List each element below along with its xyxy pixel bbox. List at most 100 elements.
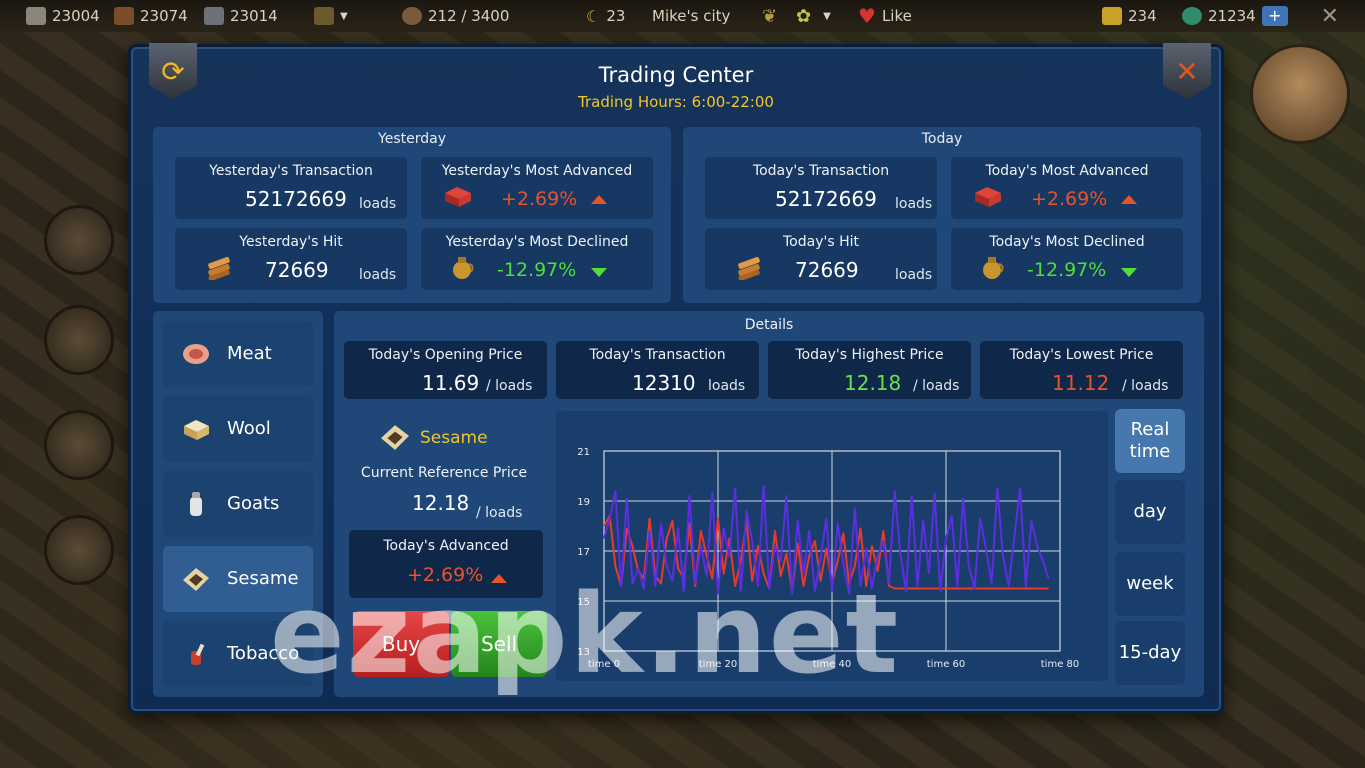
moon-icon: ☾ bbox=[586, 6, 601, 26]
like-button[interactable]: ♥ Like bbox=[858, 0, 912, 32]
player-avatar[interactable] bbox=[1250, 44, 1350, 144]
lowest-price-card: Today's Lowest Price 11.12 / loads bbox=[980, 341, 1183, 399]
today-declined-card: Today's Most Declined -12.97% bbox=[951, 228, 1183, 290]
sesame-icon bbox=[183, 568, 209, 591]
today-transaction-unit: loads bbox=[895, 196, 933, 212]
gold-icon bbox=[1102, 7, 1122, 25]
yesterday-transaction-value: 52172669 bbox=[245, 187, 347, 211]
reference-price-unit: / loads bbox=[476, 505, 523, 521]
topbar-close-icon[interactable]: ✕ bbox=[1320, 4, 1339, 29]
highest-price-card: Today's Highest Price 12.18 / loads bbox=[768, 341, 971, 399]
buy-button[interactable]: Buy bbox=[353, 611, 449, 677]
like-label: Like bbox=[881, 7, 912, 25]
wheat-icon: ❦ bbox=[762, 5, 778, 27]
details-label: Details bbox=[744, 317, 794, 333]
range-week-button[interactable]: week bbox=[1115, 552, 1185, 616]
yesterday-advanced-label: Yesterday's Most Advanced bbox=[441, 163, 633, 179]
y-tick-label: 21 bbox=[577, 447, 590, 458]
today-advanced-pct: +2.69% bbox=[1031, 188, 1108, 210]
range-day-button[interactable]: day bbox=[1115, 480, 1185, 544]
iron-value: 23014 bbox=[230, 7, 278, 25]
yesterday-advanced-pct: +2.69% bbox=[501, 188, 578, 210]
today-advanced-pct: +2.69% bbox=[407, 564, 484, 586]
lowest-price-value: 11.12 bbox=[1052, 371, 1110, 395]
trading-center-panel: ⟳ ✕ Trading Center Trading Hours: 6:00-2… bbox=[128, 43, 1224, 714]
lowest-price-unit: / loads bbox=[1122, 378, 1169, 394]
sell-button[interactable]: Sell bbox=[451, 611, 547, 677]
city-name[interactable]: Mike's city bbox=[652, 0, 730, 32]
chevron-down-icon: ▼ bbox=[823, 10, 831, 22]
city-name-label: Mike's city bbox=[652, 7, 731, 25]
refresh-button[interactable]: ⟳ bbox=[149, 43, 197, 99]
today-advanced-card: Today's Most Advanced +2.69% bbox=[951, 157, 1183, 219]
yesterday-transaction-card: Yesterday's Transaction 52172669 loads bbox=[175, 157, 407, 219]
heart-icon: ♥ bbox=[858, 4, 876, 28]
today-hit-unit: loads bbox=[895, 267, 933, 283]
y-tick-label: 13 bbox=[577, 647, 590, 658]
commodity-tobacco[interactable]: Tobacco bbox=[163, 621, 313, 687]
arrow-up-icon bbox=[491, 574, 507, 583]
goats-icon bbox=[190, 492, 202, 516]
highest-price-unit: / loads bbox=[913, 378, 960, 394]
wood-value: 23074 bbox=[140, 7, 188, 25]
population-value: 212 / 3400 bbox=[428, 7, 510, 25]
yesterday-hit-label: Yesterday's Hit bbox=[239, 234, 343, 250]
potion-icon[interactable] bbox=[44, 305, 114, 375]
sesame-icon bbox=[381, 425, 409, 450]
wood-planks-icon bbox=[738, 256, 760, 280]
x-tick-label: time 40 bbox=[813, 659, 852, 670]
jade-value: 21234 bbox=[1208, 7, 1256, 25]
x-tick-label: time 0 bbox=[588, 659, 620, 670]
flower-icon: ✿ bbox=[796, 5, 812, 27]
commodity-meat[interactable]: Meat bbox=[163, 321, 313, 387]
close-button[interactable]: ✕ bbox=[1163, 43, 1211, 99]
storage-dropdown[interactable]: ▼ bbox=[314, 0, 348, 32]
trading-hours: Trading Hours: 6:00-22:00 bbox=[578, 93, 774, 111]
calendar-icon[interactable] bbox=[44, 205, 114, 275]
commodity-label: Sesame bbox=[227, 568, 299, 589]
yesterday-hit-card: Yesterday's Hit 72669 loads bbox=[175, 228, 407, 290]
today-summary: Today Today's Transaction 52172669 loads… bbox=[683, 127, 1201, 303]
brick-icon bbox=[975, 187, 1001, 207]
commodity-label: Goats bbox=[227, 493, 280, 514]
reference-price-value: 12.18 bbox=[412, 491, 470, 515]
wood-icon bbox=[114, 7, 134, 25]
backpack-icon[interactable] bbox=[44, 410, 114, 480]
flower-dropdown[interactable]: ✿ ▼ bbox=[796, 0, 831, 32]
today-transaction-value: 52172669 bbox=[775, 187, 877, 211]
today-transaction-label: Today's Transaction bbox=[752, 163, 890, 179]
today-advanced-label: Today's Most Advanced bbox=[985, 163, 1149, 179]
jar-icon bbox=[983, 257, 1004, 279]
today-hit-card: Today's Hit 72669 loads bbox=[705, 228, 937, 290]
commodity-wool[interactable]: Wool bbox=[163, 396, 313, 462]
commodity-sesame[interactable]: Sesame bbox=[163, 546, 313, 612]
add-jade-button[interactable]: + bbox=[1261, 6, 1288, 26]
range-realtime-button[interactable]: Real time bbox=[1115, 409, 1185, 473]
commodity-label: Tobacco bbox=[227, 643, 300, 664]
yesterday-transaction-label: Yesterday's Transaction bbox=[209, 163, 373, 179]
resource-bar: 23004 23074 23014 ▼ 212 / 3400 ☾ 23 Mike… bbox=[0, 0, 1365, 32]
jade-icon bbox=[1182, 7, 1202, 25]
x-tick-label: time 80 bbox=[1041, 659, 1080, 670]
iron-resource: 23014 bbox=[204, 0, 278, 32]
brick-icon bbox=[445, 187, 471, 207]
refresh-icon: ⟳ bbox=[161, 54, 185, 88]
iron-icon bbox=[204, 7, 224, 25]
market-stall-icon[interactable] bbox=[44, 515, 114, 585]
range-15day-button[interactable]: 15-day bbox=[1115, 621, 1185, 685]
yesterday-advanced-card: Yesterday's Most Advanced +2.69% bbox=[421, 157, 653, 219]
today-advanced-box: Today's Advanced +2.69% bbox=[349, 530, 543, 598]
stone-value: 23004 bbox=[52, 7, 100, 25]
commodity-label: Meat bbox=[227, 343, 272, 364]
arrow-down-icon bbox=[1121, 268, 1137, 277]
today-hit-value: 72669 bbox=[795, 258, 859, 282]
commodity-list: Meat Wool Goats Sesame bbox=[153, 311, 323, 697]
yesterday-hit-unit: loads bbox=[359, 267, 397, 283]
commodity-goats[interactable]: Goats bbox=[163, 471, 313, 537]
series-line-2 bbox=[603, 485, 1050, 595]
x-tick-label: time 60 bbox=[927, 659, 966, 670]
price-chart: time 0 time 20 time 40 time 60 time 80 13 15 17… bbox=[556, 411, 1108, 681]
details-section: Details Today's Opening Price 11.69 / lo… bbox=[334, 311, 1204, 697]
population-icon bbox=[402, 7, 422, 25]
highest-price-value: 12.18 bbox=[844, 371, 902, 395]
